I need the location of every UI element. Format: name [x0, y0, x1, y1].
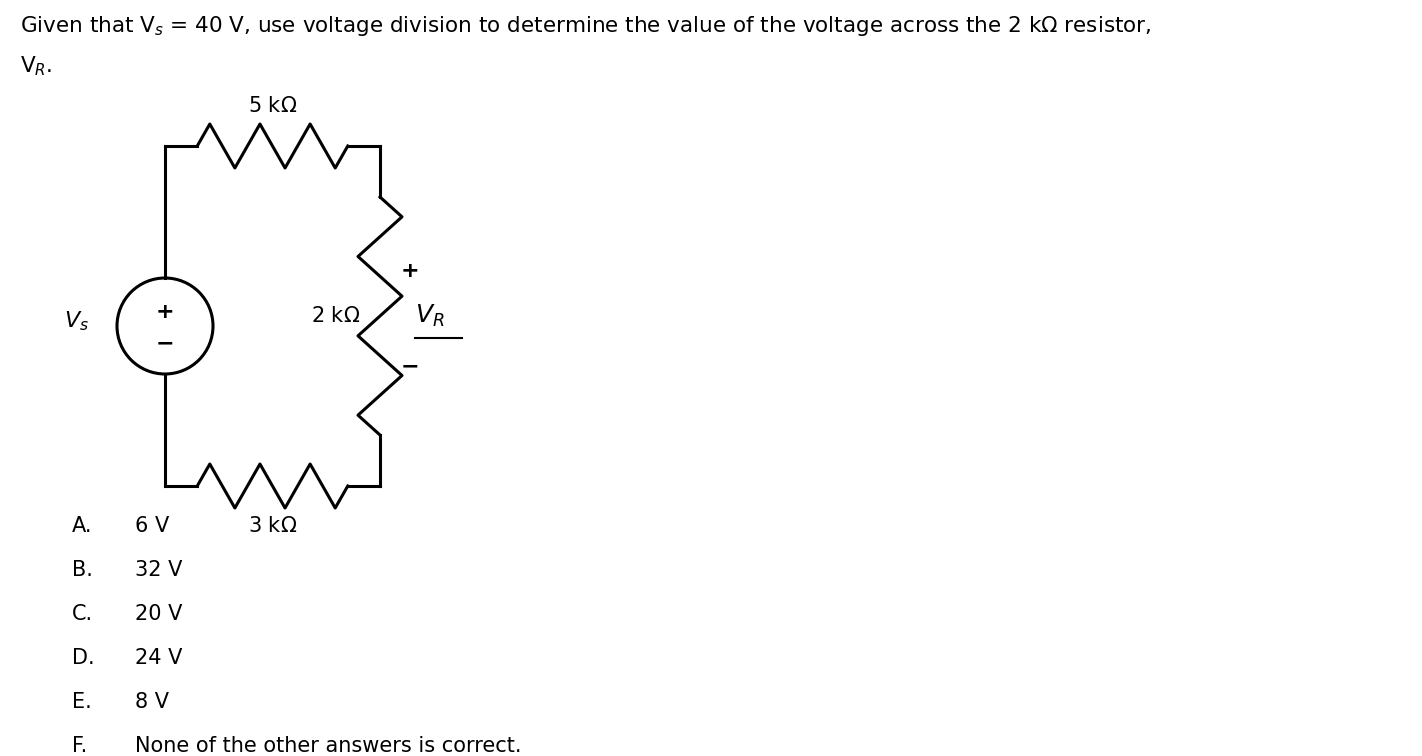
Text: A.: A.: [73, 516, 92, 536]
Text: 6 V: 6 V: [135, 516, 169, 536]
Text: −: −: [401, 356, 419, 376]
Text: 2 k$\Omega$: 2 k$\Omega$: [311, 306, 360, 326]
Text: 32 V: 32 V: [135, 560, 182, 580]
Text: F.: F.: [73, 736, 87, 756]
Text: E.: E.: [73, 692, 92, 712]
Text: +: +: [401, 261, 419, 281]
Text: 5 k$\Omega$: 5 k$\Omega$: [247, 96, 297, 116]
Text: D.: D.: [73, 648, 95, 668]
Text: $V_s$: $V_s$: [64, 309, 90, 333]
Text: None of the other answers is correct.: None of the other answers is correct.: [135, 736, 522, 756]
Text: 24 V: 24 V: [135, 648, 182, 668]
Text: +: +: [155, 302, 175, 322]
Text: B.: B.: [73, 560, 92, 580]
Text: 20 V: 20 V: [135, 604, 182, 624]
Text: −: −: [155, 333, 175, 353]
Text: $V_R$: $V_R$: [415, 303, 445, 329]
Text: 3 k$\Omega$: 3 k$\Omega$: [247, 516, 297, 536]
Text: Given that V$_s$ = 40 V, use voltage division to determine the value of the volt: Given that V$_s$ = 40 V, use voltage div…: [20, 14, 1152, 38]
Text: 8 V: 8 V: [135, 692, 169, 712]
Text: C.: C.: [73, 604, 92, 624]
Text: V$_R$.: V$_R$.: [20, 54, 53, 78]
